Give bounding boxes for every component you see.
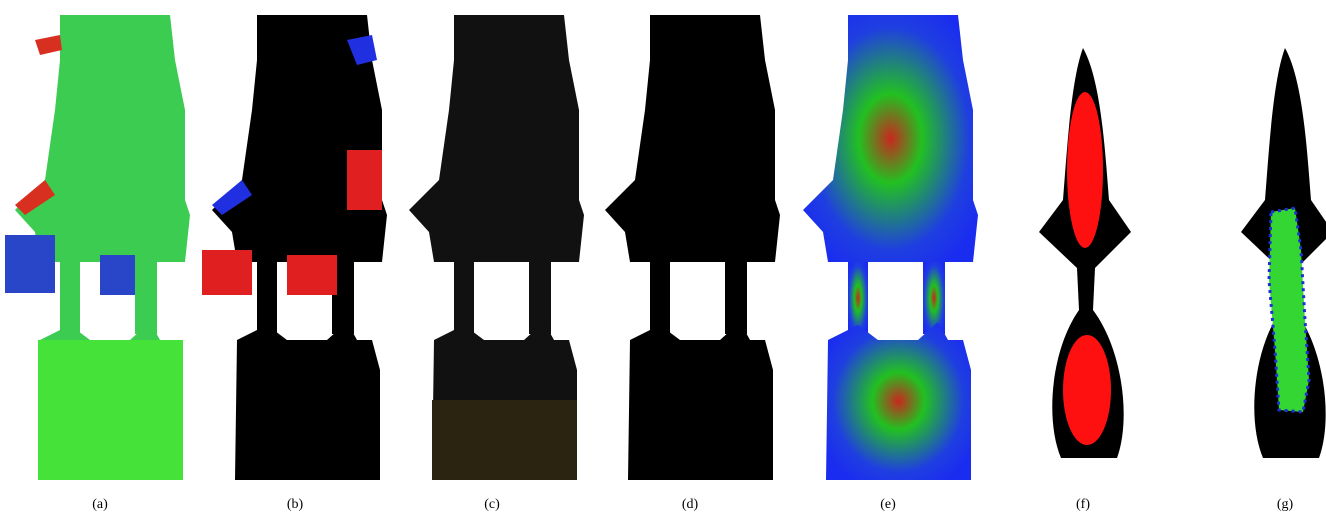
voxel-grid	[605, 15, 780, 480]
leg-region	[202, 250, 252, 295]
leg-region	[5, 235, 55, 293]
seat	[432, 400, 577, 480]
region	[347, 150, 382, 210]
panel-label: (f)	[1076, 497, 1090, 512]
panel-g	[1241, 48, 1326, 458]
distance-field	[803, 15, 978, 480]
panel-label: (c)	[484, 497, 500, 512]
panel-label: (e)	[880, 497, 896, 512]
panel-d	[605, 15, 780, 480]
panel-b	[202, 15, 387, 480]
panel-a	[5, 15, 190, 480]
panel-label: (d)	[682, 497, 699, 512]
panel-e	[803, 15, 978, 480]
panel-f	[1039, 48, 1131, 458]
core	[1067, 92, 1103, 248]
core	[1063, 335, 1111, 445]
seat	[38, 340, 183, 480]
panel-label: (b)	[287, 497, 304, 512]
panel-label: (g)	[1277, 497, 1294, 512]
boundary	[35, 35, 62, 55]
figure: (a) (b) (c) (d) (e) (f) (g)	[0, 0, 1326, 519]
leg-region	[287, 255, 337, 295]
panel-label: (a)	[92, 497, 108, 512]
point-cloud	[212, 15, 387, 480]
leg-region	[100, 255, 135, 295]
panel-c	[409, 15, 584, 480]
